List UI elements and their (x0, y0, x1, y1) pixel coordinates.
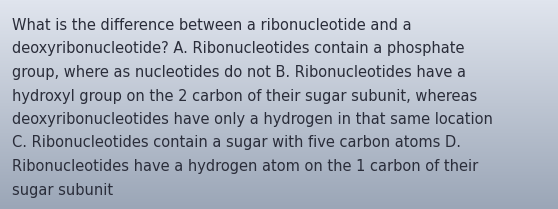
Text: deoxyribonucleotides have only a hydrogen in that same location: deoxyribonucleotides have only a hydroge… (12, 112, 493, 127)
Text: sugar subunit: sugar subunit (12, 182, 113, 198)
Text: Ribonucleotides have a hydrogen atom on the 1 carbon of their: Ribonucleotides have a hydrogen atom on … (12, 159, 478, 174)
Text: C. Ribonucleotides contain a sugar with five carbon atoms D.: C. Ribonucleotides contain a sugar with … (12, 135, 461, 150)
Text: deoxyribonucleotide? A. Ribonucleotides contain a phosphate: deoxyribonucleotide? A. Ribonucleotides … (12, 42, 464, 56)
Text: group, where as nucleotides do not B. Ribonucleotides have a: group, where as nucleotides do not B. Ri… (12, 65, 466, 80)
Text: hydroxyl group on the 2 carbon of their sugar subunit, whereas: hydroxyl group on the 2 carbon of their … (12, 88, 477, 103)
Text: What is the difference between a ribonucleotide and a: What is the difference between a ribonuc… (12, 18, 412, 33)
